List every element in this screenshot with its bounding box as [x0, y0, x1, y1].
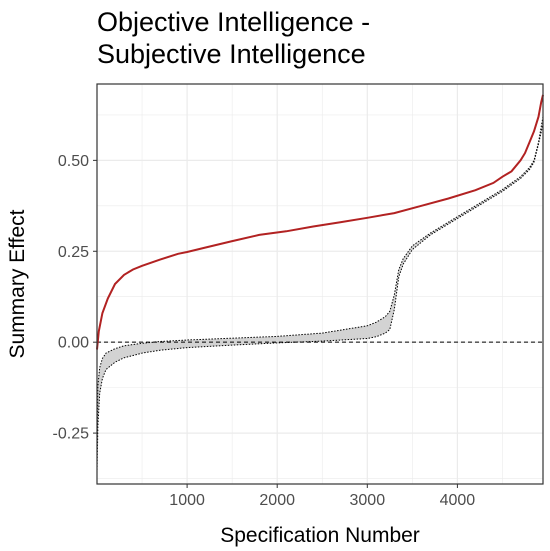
plot-panel-border [96, 83, 544, 485]
null-lower-line [96, 123, 544, 474]
y-axis: -0.25 0.00 0.25 0.50 [53, 153, 97, 443]
grid-minor [97, 84, 543, 484]
y-tick-label: 0.50 [58, 153, 89, 170]
chart-title: Objective Intelligence - Subjective Inte… [97, 7, 371, 69]
y-axis-title: Summary Effect [6, 209, 29, 358]
y-tick-label: 0.25 [58, 244, 89, 261]
x-tick-label: 4000 [440, 492, 476, 509]
y-tick-label: -0.25 [53, 426, 90, 443]
x-axis-title: Specification Number [220, 524, 420, 547]
null-upper-line [96, 116, 544, 452]
plot-panel-background [97, 84, 543, 484]
y-tick-label: 0.00 [58, 335, 89, 352]
x-tick-label: 2000 [259, 492, 295, 509]
grid-major [97, 84, 543, 484]
summary-effect-line [96, 94, 544, 350]
x-tick-label: 1000 [169, 492, 205, 509]
x-tick-label: 3000 [350, 492, 386, 509]
x-axis: 1000 2000 3000 4000 [169, 484, 475, 509]
